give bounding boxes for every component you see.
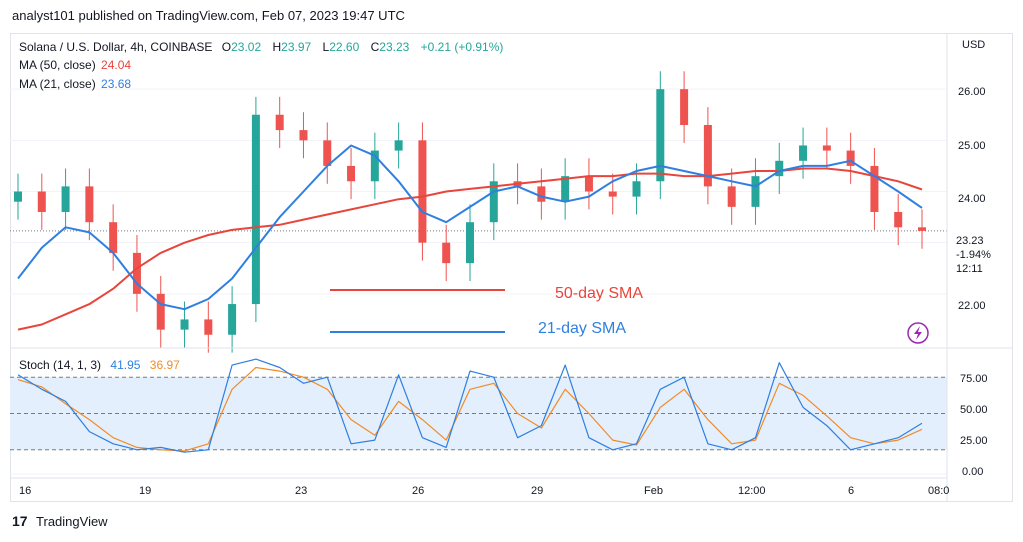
time-label: 29 (531, 485, 543, 497)
candle-body (418, 140, 427, 243)
price-scale-currency: USD (962, 39, 985, 51)
annotation-50-day-sma: 50-day SMA (555, 285, 643, 302)
candle-body (537, 186, 546, 202)
candle-body (228, 304, 237, 335)
price-tick: 22.00 (958, 300, 986, 312)
stoch-k-value: 41.95 (110, 358, 141, 372)
tradingview-logo: 17 (12, 513, 28, 529)
candle-body (703, 124, 712, 187)
candle-body (442, 242, 451, 264)
stoch-d-value: 36.97 (149, 358, 180, 372)
time-label: 12:00 (738, 485, 766, 497)
candle-body (489, 181, 498, 223)
symbol-legend: Solana / U.S. Dollar, 4h, COINBASE O23.0… (19, 40, 503, 54)
lightning-icon[interactable] (907, 322, 929, 344)
price-tick: 24.00 (958, 193, 986, 205)
stoch-d-line (17, 366, 923, 452)
stoch-label: Stoch (14, 1, 3) (19, 358, 102, 372)
candle-body (394, 140, 403, 151)
ma21-line (17, 144, 923, 311)
publish-info: analyst101 published on TradingView.com,… (12, 8, 405, 23)
ohlc-open: 23.02 (231, 40, 262, 54)
candle-body (85, 186, 94, 223)
ohlc-low: 22.60 (329, 40, 360, 54)
time-label: Feb (644, 485, 663, 497)
time-label: 08:0 (928, 485, 949, 497)
last-price-block (948, 231, 1008, 275)
annotation-21-day-sma: 21-day SMA (538, 320, 626, 337)
candle-body (870, 165, 879, 212)
candle-body (275, 114, 284, 131)
ma21-label: MA (21, close) (19, 77, 96, 91)
last-price-change: -1.94% (956, 249, 991, 261)
candle-body (132, 252, 141, 294)
stoch-tick: 25.00 (960, 435, 988, 447)
candle-body (370, 150, 379, 182)
candle-body (608, 191, 617, 197)
candle-body (251, 114, 260, 305)
footer-brand: 17 TradingView (12, 513, 108, 533)
stoch-tick: 0.00 (962, 466, 983, 478)
price-tick: 26.00 (958, 86, 986, 98)
candle-body (466, 222, 474, 264)
candle-body (727, 186, 736, 207)
ma-lines (17, 144, 923, 331)
candle-body (299, 130, 308, 141)
time-label: 19 (139, 485, 151, 497)
time-label: 6 (848, 485, 854, 497)
candle-body (109, 222, 118, 253)
time-label: 23 (295, 485, 307, 497)
ma50-label: MA (50, close) (19, 58, 96, 72)
candle-body (656, 89, 665, 182)
ma21-value: 23.68 (101, 77, 132, 91)
candle-body (14, 191, 22, 202)
symbol-title: Solana / U.S. Dollar, 4h, COINBASE (19, 40, 213, 54)
candle-body (775, 160, 784, 177)
candle-body (323, 140, 332, 166)
price-tick: 25.00 (958, 140, 986, 152)
stoch-tick: 50.00 (960, 404, 988, 416)
ma21-legend: MA (21, close) 23.68 (19, 77, 131, 91)
candle-body (61, 186, 70, 212)
stoch-tick: 75.00 (960, 373, 988, 385)
candle-body (204, 319, 213, 335)
chart-frame[interactable] (10, 33, 1013, 502)
time-label: 26 (412, 485, 424, 497)
candlesticks (14, 71, 926, 353)
ohlc-close-label: C (370, 40, 380, 54)
tradingview-brand: TradingView (36, 514, 108, 529)
ma50-value: 24.04 (101, 58, 132, 72)
publish-header: analyst101 published on TradingView.com,… (0, 0, 1023, 34)
candle-body (799, 145, 808, 161)
last-price: 23.23 (956, 235, 984, 247)
candle-body (180, 319, 189, 330)
stoch-legend: Stoch (14, 1, 3) 41.95 36.97 (19, 358, 180, 372)
candle-body (584, 176, 593, 192)
ma50-legend: MA (50, close) 24.04 (19, 58, 131, 72)
candle-body (751, 176, 760, 207)
candle-body (156, 293, 165, 330)
candle-body (561, 176, 570, 202)
ohlc-open-label: O (221, 40, 232, 54)
ohlc-close: 23.23 (379, 40, 410, 54)
candle-body (894, 211, 903, 228)
candle-body (918, 227, 926, 231)
annotation-lines (330, 289, 505, 333)
candle-body (846, 150, 855, 166)
ohlc-change: +0.21 (+0.91%) (420, 40, 504, 54)
candle-body (632, 181, 641, 197)
bar-countdown: 12:11 (956, 263, 983, 275)
ohlc-low-label: L (322, 40, 330, 54)
time-label: 16 (19, 485, 31, 497)
stoch-k-line (17, 358, 923, 453)
stoch-lines (17, 358, 923, 453)
candle-body (347, 165, 356, 182)
candle-body (822, 145, 831, 151)
ohlc-high-label: H (272, 40, 282, 54)
ma50-line (17, 167, 923, 331)
candle-body (680, 89, 689, 125)
ohlc-high: 23.97 (281, 40, 312, 54)
candle-body (37, 191, 46, 212)
